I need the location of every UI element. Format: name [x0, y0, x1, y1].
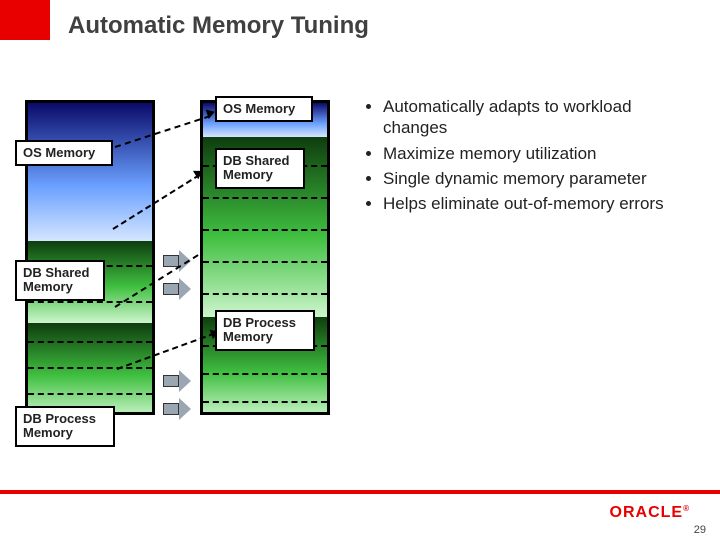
- brand-corner-block: [0, 0, 50, 40]
- label-db-shared-left: DB Shared Memory: [15, 260, 105, 301]
- dash-line: [203, 261, 327, 263]
- dash-line: [28, 367, 152, 369]
- logo-text: ORACLE: [610, 504, 684, 521]
- label-os-memory-right: OS Memory: [215, 96, 313, 122]
- bullet-item: Maximize memory utilization: [383, 143, 695, 164]
- band-process-left: [28, 323, 152, 415]
- slide-title: Automatic Memory Tuning: [68, 12, 369, 40]
- memory-diagram: OS Memory DB Shared Memory DB Process Me…: [25, 100, 335, 430]
- registered-icon: ®: [683, 504, 690, 513]
- dash-line: [203, 401, 327, 403]
- arrow-icon: [163, 398, 191, 420]
- label-db-process-left: DB Process Memory: [15, 406, 115, 447]
- dash-line: [203, 293, 327, 295]
- dash-line: [203, 373, 327, 375]
- label-db-shared-right: DB Shared Memory: [215, 148, 305, 189]
- dash-line: [28, 301, 152, 303]
- arrow-icon: [163, 278, 191, 300]
- bullet-item: Automatically adapts to workload changes: [383, 96, 695, 139]
- dash-line: [203, 229, 327, 231]
- bullet-item: Single dynamic memory parameter: [383, 168, 695, 189]
- footer-divider: [0, 490, 720, 494]
- bullet-item: Helps eliminate out-of-memory errors: [383, 193, 695, 214]
- dash-line: [28, 341, 152, 343]
- dash-line: [28, 393, 152, 395]
- band-os-left: [28, 103, 152, 241]
- page-number: 29: [694, 524, 706, 536]
- dash-line: [203, 197, 327, 199]
- oracle-logo: ORACLE®: [610, 504, 690, 522]
- arrow-icon: [163, 370, 191, 392]
- label-db-process-right: DB Process Memory: [215, 310, 315, 351]
- bullet-list: Automatically adapts to workload changes…: [365, 96, 695, 218]
- label-os-memory-left: OS Memory: [15, 140, 113, 166]
